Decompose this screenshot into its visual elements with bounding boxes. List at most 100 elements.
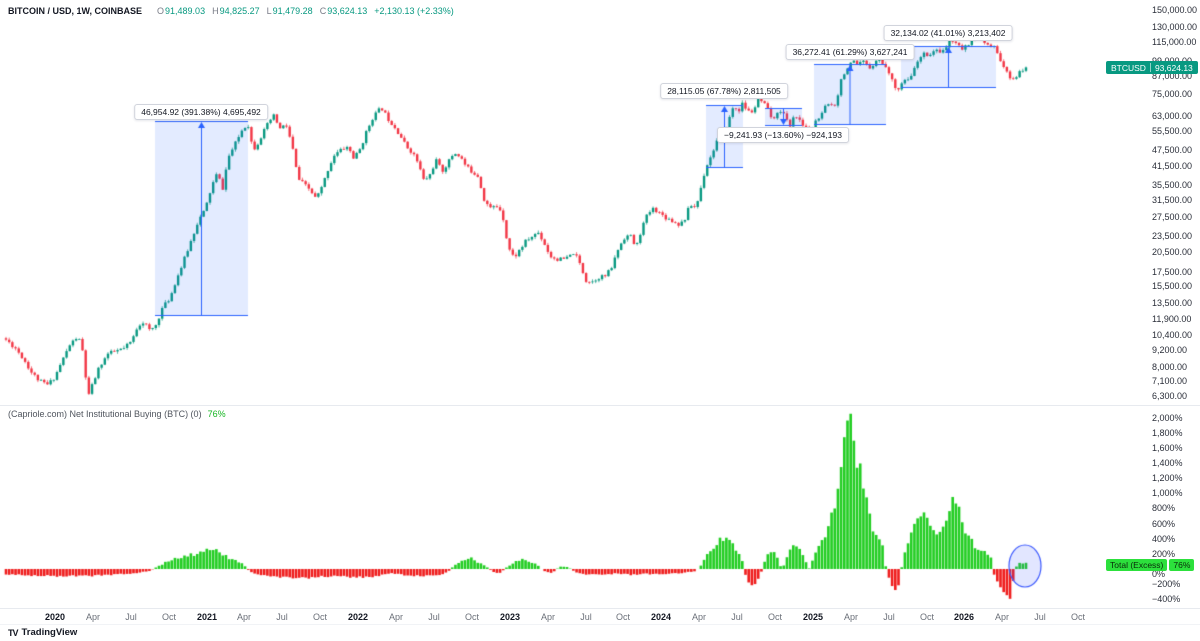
- symbol-header: BITCOIN / USD, 1W, COINBASE O91,489.03 H94…: [8, 6, 454, 16]
- measurement-label[interactable]: 46,954.92 (391.38%) 4,695,492: [134, 104, 268, 120]
- price-axis-tick: 87,000.00: [1152, 71, 1193, 82]
- price-axis-tick: 130,000.00: [1152, 22, 1198, 33]
- price-axis-tick: 41,500.00: [1152, 161, 1193, 172]
- time-axis-label: Oct: [464, 612, 480, 622]
- indicator-value: 76%: [207, 409, 226, 419]
- price-axis-tick: 35,500.00: [1152, 180, 1193, 191]
- time-axis-label: 2021: [196, 612, 218, 622]
- indicator-axis-tick: 2,000%: [1152, 412, 1183, 423]
- time-axis-label: Jul: [580, 612, 592, 622]
- time-axis-label: Oct: [919, 612, 935, 622]
- time-axis-label: Apr: [691, 612, 707, 622]
- indicator-axis-tick: 1,600%: [1152, 442, 1183, 453]
- ohlc-label: O: [157, 6, 165, 16]
- pane-divider: [0, 624, 1200, 625]
- total-excess-badge: Total (Excess) 76%: [1106, 559, 1195, 571]
- symbol-title[interactable]: BITCOIN / USD, 1W, COINBASE: [8, 6, 143, 16]
- price-axis-tick: 10,400.00: [1152, 329, 1193, 340]
- pane-divider[interactable]: [0, 405, 1200, 406]
- tradingview-logo-icon: TV: [8, 627, 18, 638]
- price-axis-tick: 7,100.00: [1152, 376, 1188, 387]
- measurement-label[interactable]: 28,115.05 (67.78%) 2,811,505: [660, 83, 788, 99]
- time-axis-label: 2024: [650, 612, 672, 622]
- price-axis-tick: 23,500.00: [1152, 230, 1193, 241]
- pane-divider[interactable]: [0, 608, 1200, 609]
- price-axis-tick: 99,000.00: [1152, 56, 1192, 66]
- indicator-axis-tick: −400%: [1152, 594, 1181, 605]
- time-axis-label: Jul: [276, 612, 288, 622]
- time-axis-label: 2022: [347, 612, 369, 622]
- price-axis-tick: 9,200.00: [1152, 344, 1188, 355]
- time-axis-label: Jul: [428, 612, 440, 622]
- time-axis-label: Oct: [312, 612, 328, 622]
- ohlc-value: 94,825.27: [219, 6, 260, 16]
- indicator-axis-tick: 200%: [1152, 548, 1176, 559]
- time-axis-label: Jul: [883, 612, 895, 622]
- price-axis-tick: 150,000.00: [1152, 5, 1198, 15]
- price-change: +2,130.13 (+2.33%): [374, 6, 454, 16]
- time-axis-label: Oct: [1070, 612, 1086, 622]
- time-axis-label: 2026: [953, 612, 975, 622]
- indicator-axis-tick: 1,400%: [1152, 458, 1183, 469]
- measurement-label[interactable]: 36,272.41 (61.29%) 3,627,241: [785, 44, 915, 60]
- time-axis-label: Apr: [236, 612, 252, 622]
- time-axis-label: Apr: [388, 612, 404, 622]
- indicator-axis-tick: 800%: [1152, 503, 1176, 514]
- time-axis-label: Oct: [615, 612, 631, 622]
- price-axis-tick: 75,000.00: [1152, 89, 1193, 100]
- ohlc-label: H: [212, 6, 219, 16]
- total-excess-value: 76%: [1169, 559, 1195, 571]
- time-axis-label: Apr: [843, 612, 859, 622]
- price-axis-tick: 31,500.00: [1152, 195, 1193, 206]
- time-axis-label: Oct: [161, 612, 177, 622]
- indicator-title: (Capriole.com) Net Institutional Buying …: [8, 409, 202, 419]
- total-excess-label: Total (Excess): [1106, 559, 1168, 571]
- time-axis-label: 2023: [499, 612, 521, 622]
- indicator-axis-tick: 1,800%: [1152, 427, 1183, 438]
- time-axis-label: Apr: [85, 612, 101, 622]
- price-axis-tick: 27,500.00: [1152, 211, 1193, 222]
- price-axis-tick: 20,500.00: [1152, 247, 1193, 258]
- price-axis-tick: 63,000.00: [1152, 110, 1193, 121]
- ohlc-value: 91,479.28: [272, 6, 313, 16]
- price-axis-tick: 8,000.00: [1152, 361, 1188, 372]
- price-axis-tick: 115,000.00: [1152, 37, 1197, 48]
- ohlc-value: 91,489.03: [165, 6, 206, 16]
- time-axis-label: 2025: [802, 612, 824, 622]
- indicator-title-row[interactable]: (Capriole.com) Net Institutional Buying …: [8, 409, 226, 419]
- tradingview-logo-text: TradingView: [21, 627, 78, 638]
- current-price-badge: BTCUSD 93,624.13: [1106, 61, 1198, 74]
- price-axis-tick: 11,900.00: [1152, 313, 1192, 324]
- indicator-axis-tick: 0%: [1152, 569, 1166, 579]
- time-axis-label: Oct: [767, 612, 783, 622]
- ohlc-value: 93,624.13: [327, 6, 368, 16]
- badge-symbol: BTCUSD: [1111, 62, 1146, 73]
- time-axis-label: Apr: [994, 612, 1010, 622]
- indicator-axis-tick: 1,200%: [1152, 473, 1183, 484]
- time-axis-label: Apr: [540, 612, 556, 622]
- time-axis-label: Jul: [125, 612, 137, 622]
- indicator-axis-tick: 1,000%: [1152, 488, 1183, 499]
- time-axis-label: Jul: [731, 612, 743, 622]
- indicator-axis-tick: 600%: [1152, 518, 1176, 529]
- ohlc-label: C: [319, 6, 327, 16]
- indicator-axis-tick: 400%: [1152, 533, 1176, 544]
- badge-divider: [1149, 63, 1151, 72]
- ohlc-readout: O91,489.03 H94,825.27 L91,479.28 C93,624.13: [150, 6, 367, 16]
- time-axis-label: 2020: [44, 612, 66, 622]
- tradingview-logo[interactable]: TV TradingView: [8, 627, 77, 638]
- measurement-label[interactable]: 32,134.02 (41.01%) 3,213,402: [883, 25, 1013, 41]
- indicator-axis-tick: −200%: [1152, 579, 1181, 590]
- price-axis-tick: 15,500.00: [1152, 281, 1193, 292]
- measurement-label[interactable]: −9,241.93 (−13.60%) −924,193: [717, 127, 849, 143]
- time-axis-label: Jul: [1034, 612, 1046, 622]
- ohlc-label: L: [266, 6, 272, 16]
- price-axis-tick: 6,300.00: [1152, 390, 1188, 401]
- price-axis-tick: 13,500.00: [1152, 298, 1193, 309]
- price-axis-tick: 17,500.00: [1152, 266, 1193, 277]
- price-axis-tick: 55,500.00: [1152, 126, 1193, 137]
- price-axis-tick: 47,500.00: [1152, 145, 1193, 155]
- badge-price: 93,624.13: [1154, 62, 1193, 73]
